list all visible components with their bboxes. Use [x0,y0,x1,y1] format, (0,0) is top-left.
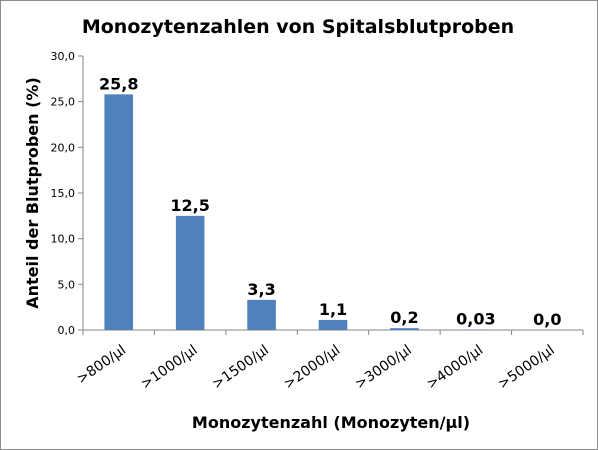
bar [175,215,205,330]
x-tick-label: >5000/µl [495,342,557,392]
x-tick-label: >1000/µl [138,342,200,392]
bar [104,94,133,330]
plot-area: 0,0 5,0 10,0 15,0 20,0 25,0 30,0 25,8 >800/µl 12,… [51,50,584,392]
bar [318,319,348,330]
y-tick-label: 5,0 [58,278,76,291]
y-tick-label: 25,0 [51,96,76,109]
x-tick-label: >2000/µl [281,342,343,392]
y-tick-label: 10,0 [51,233,76,246]
y-axis-title: Anteil der Blutproben (%) [23,77,42,309]
data-label: 1,1 [319,300,347,319]
y-tick-label: 20,0 [51,141,76,154]
y-tick-label: 30,0 [51,50,76,63]
chart-title: Monozytenzahlen von Spitalsblutproben [82,16,514,38]
data-label: 25,8 [99,74,138,93]
x-tick-label: >800/µl [74,342,129,387]
bar [247,299,276,330]
data-label: 12,5 [170,196,209,215]
x-tick-label: >3000/µl [352,342,414,392]
x-tick-label: >1500/µl [210,342,272,392]
y-tick-label: 15,0 [51,187,76,200]
data-label: 0,2 [390,308,418,327]
y-tick-label: 0,0 [58,324,76,337]
data-label: 3,3 [247,280,275,299]
data-label: 0,03 [456,310,495,329]
bar [390,328,419,330]
x-axis-title: Monozytenzahl (Monozyten/µl) [192,413,470,432]
data-label: 0,0 [533,310,561,329]
x-tick-label: >4000/µl [424,342,486,392]
